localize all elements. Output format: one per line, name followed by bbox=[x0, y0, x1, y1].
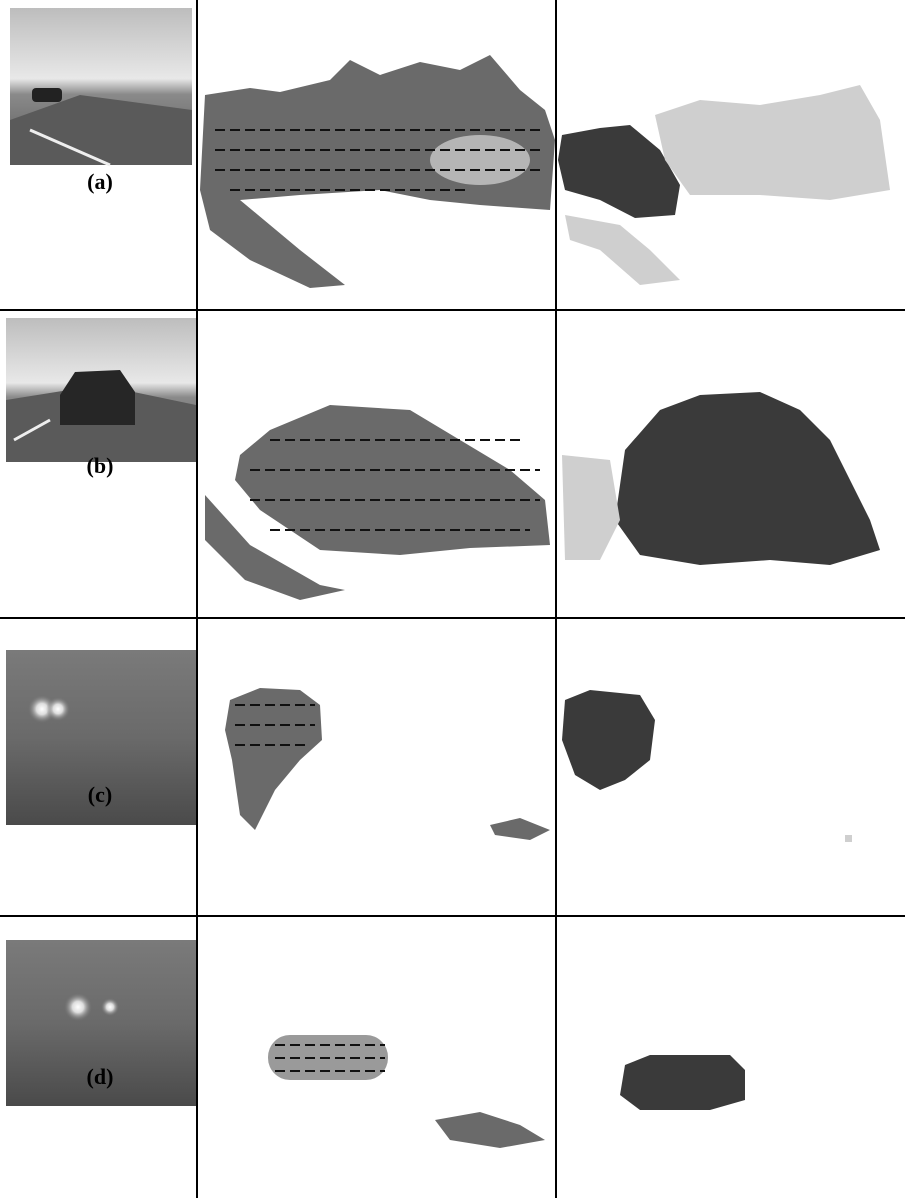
panel-label: (b) bbox=[87, 453, 114, 478]
segment-light bbox=[565, 215, 680, 285]
flow-region bbox=[430, 135, 530, 185]
headlight bbox=[64, 993, 92, 1021]
flow-region bbox=[490, 818, 550, 840]
headlight bbox=[46, 697, 70, 721]
row-d bbox=[6, 940, 745, 1148]
flow-region bbox=[435, 1112, 545, 1148]
car bbox=[60, 370, 135, 425]
segment bbox=[615, 392, 880, 565]
panel-label: (a) bbox=[87, 169, 113, 194]
row-a bbox=[10, 8, 890, 288]
segment-light bbox=[655, 85, 890, 200]
flow-field bbox=[225, 688, 322, 830]
car bbox=[32, 88, 62, 102]
row-b bbox=[6, 318, 880, 600]
segment-light bbox=[562, 455, 620, 560]
figure: (a) (b) (c) (d) bbox=[0, 0, 905, 1198]
segment-light bbox=[845, 835, 852, 842]
panel-label: (d) bbox=[87, 1064, 114, 1089]
headlight bbox=[101, 998, 119, 1016]
page: {"rows": [{"label": "(a)"}, {"label": "(… bbox=[0, 0, 905, 1198]
segment bbox=[562, 690, 655, 790]
flow-field bbox=[235, 405, 550, 555]
panel-label: (c) bbox=[88, 782, 112, 807]
segment bbox=[620, 1055, 745, 1110]
row-c bbox=[6, 650, 852, 842]
